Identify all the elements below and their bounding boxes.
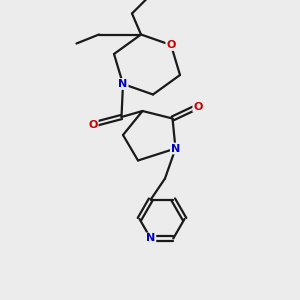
Text: O: O [193, 101, 203, 112]
Text: O: O [166, 40, 176, 50]
Text: O: O [88, 119, 98, 130]
Text: N: N [118, 79, 127, 89]
Text: N: N [146, 233, 155, 244]
Text: N: N [171, 143, 180, 154]
